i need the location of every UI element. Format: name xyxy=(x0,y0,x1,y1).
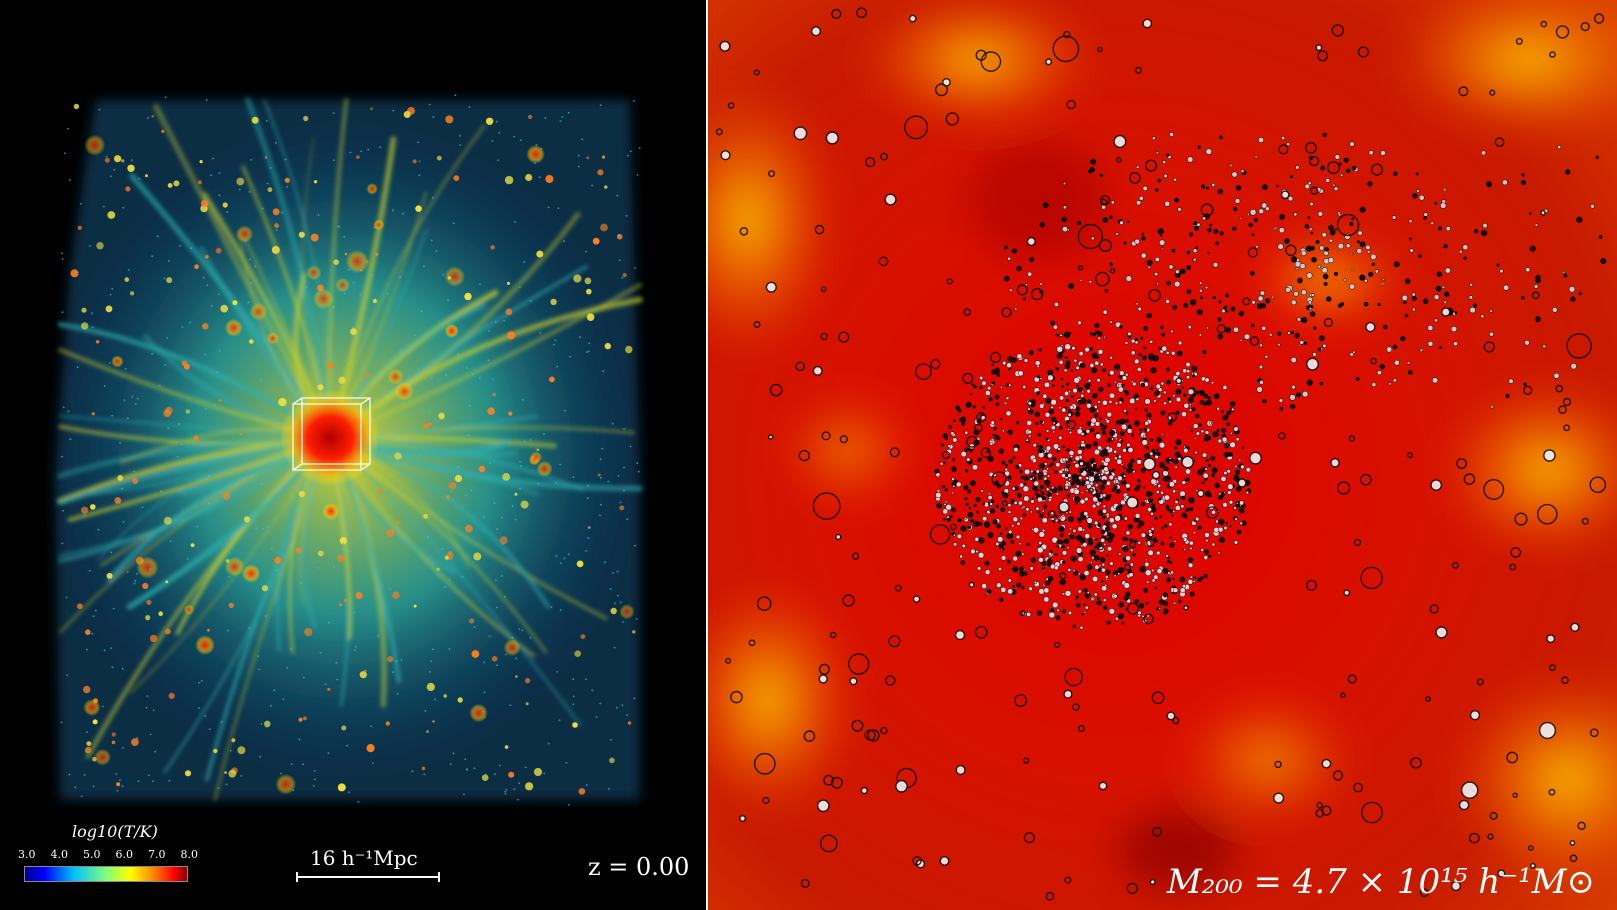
colorbar-label: log10(T/K) xyxy=(72,822,158,841)
subhalo-population xyxy=(715,7,1607,901)
cosmic-web-temperature-map xyxy=(45,94,645,806)
cluster-mass-label: M₂₀₀ = 4.7 × 10¹⁵ h⁻¹M⊙ xyxy=(1166,862,1595,902)
warm-gas-regions xyxy=(708,0,1617,890)
colorbar-tick: 3.0 xyxy=(18,848,36,861)
redshift-label: z = 0.00 xyxy=(588,853,690,881)
colorbar-tick: 4.0 xyxy=(50,848,69,861)
colorbar-ticks: 3.0 4.0 5.0 6.0 7.0 8.0 xyxy=(18,848,198,861)
scale-bar-line xyxy=(296,872,440,882)
scale-bar-label: 16 h⁻¹Mpc xyxy=(310,846,418,870)
central-cluster-core xyxy=(280,390,380,486)
colorbar-tick: 7.0 xyxy=(148,848,166,861)
temperature-map-panel: log10(T/K) 3.0 4.0 5.0 6.0 7.0 8.0 16 h⁻… xyxy=(0,0,706,910)
panel-divider xyxy=(706,0,708,910)
colorbar-tick: 8.0 xyxy=(180,848,199,861)
zoom-region-box xyxy=(292,397,371,471)
colorbar-tick: 5.0 xyxy=(83,848,101,861)
colorbar-gradient xyxy=(24,866,188,882)
colorbar-tick: 6.0 xyxy=(115,848,134,861)
halos xyxy=(60,94,641,806)
cluster-zoom-map xyxy=(708,0,1617,910)
cluster-zoom-panel: M₂₀₀ = 4.7 × 10¹⁵ h⁻¹M⊙ xyxy=(708,0,1617,910)
